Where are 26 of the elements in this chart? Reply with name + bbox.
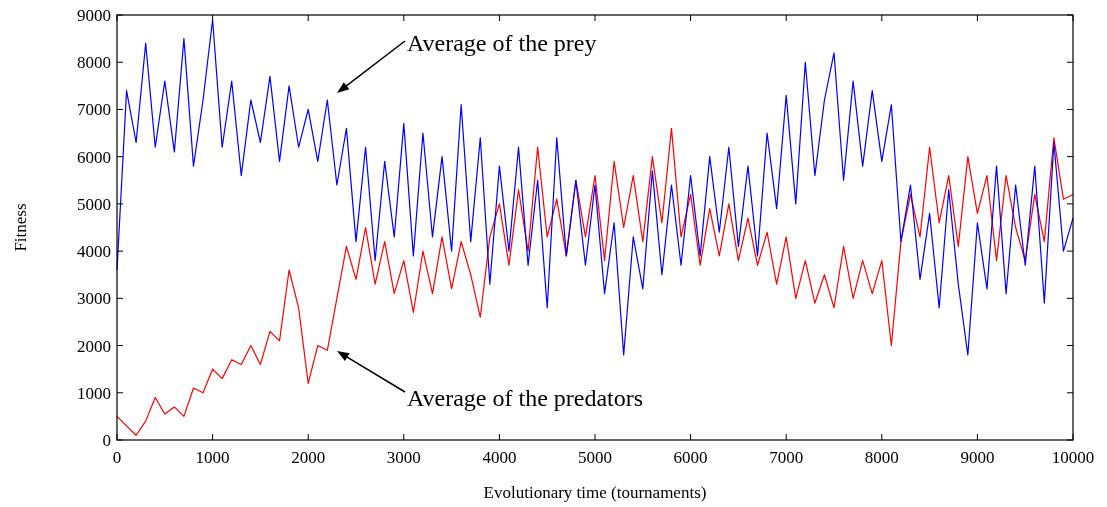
x-tick-label: 8000 (864, 448, 899, 467)
x-tick-label: 7000 (769, 448, 804, 467)
y-tick-label: 0 (102, 431, 111, 450)
x-tick-label: 3000 (386, 448, 421, 467)
line-series (116, 19, 1074, 356)
x-tick-label: 1000 (195, 448, 230, 467)
y-tick-label: 7000 (77, 100, 111, 120)
x-tick-label: 5000 (578, 448, 612, 467)
y-tick-label: 3000 (77, 289, 111, 309)
annotation: Average of the prey (407, 30, 597, 56)
x-tick-label: 4000 (482, 448, 517, 467)
x-tick-label: 6000 (673, 448, 708, 467)
y-tick-label: 8000 (77, 53, 111, 73)
y-tick-label: 9000 (77, 6, 111, 25)
y-tick-label: 1000 (77, 383, 111, 403)
y-axis-title: Fitness (11, 203, 30, 252)
y-tick-label: 2000 (77, 336, 111, 356)
x-tick-label: 9000 (960, 448, 995, 467)
x-tick-label: 2000 (291, 448, 326, 467)
y-tick-label: 4000 (77, 242, 111, 262)
line-series (116, 127, 1074, 436)
y-tick-label: 6000 (77, 147, 111, 167)
x-tick-label: 10000 (1051, 448, 1095, 467)
annotation: Average of the predators (407, 385, 644, 411)
x-axis-title: Evolutionary time (tournaments) (483, 483, 707, 502)
y-tick-label: 5000 (77, 194, 111, 214)
